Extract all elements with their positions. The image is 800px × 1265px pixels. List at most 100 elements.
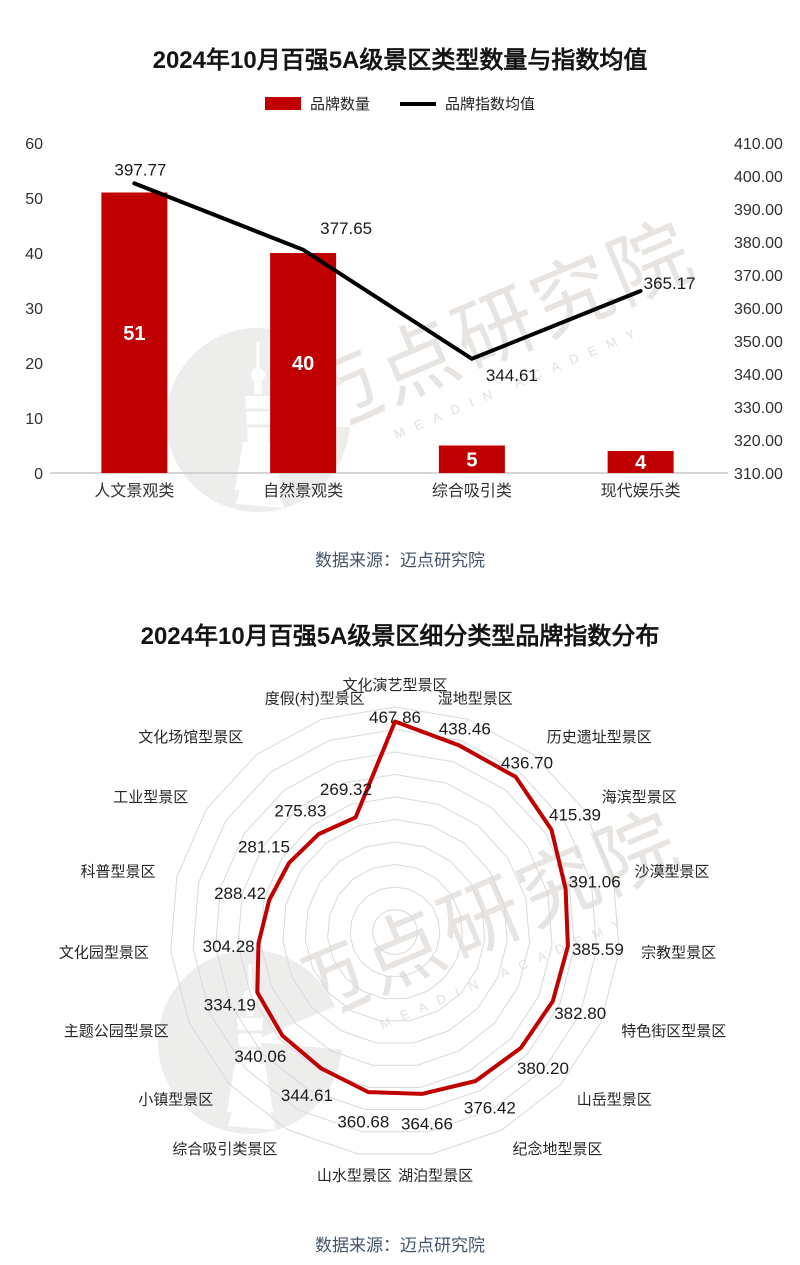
left-axis-tick-label: 10 (25, 411, 43, 428)
radar-value-label: 467.86 (369, 708, 421, 727)
left-axis-tick-label: 50 (25, 191, 43, 208)
radar-category-label: 沙漠型景区 (634, 863, 709, 880)
brand-index-line (132, 181, 643, 362)
brand-count-bar (101, 192, 168, 473)
left-axis-tick-label: 20 (25, 356, 43, 373)
right-axis-tick-label: 340.00 (734, 367, 783, 384)
chart2-source: 数据来源：迈点研究院 (315, 1236, 485, 1255)
right-axis-tick-label: 400.00 (734, 169, 783, 186)
meadin-logo-watermark-icon (158, 950, 342, 1134)
radar-value-label: 364.66 (401, 1114, 453, 1133)
legend-item-brand-count: 品牌数量 (264, 93, 370, 114)
logo-tower-antenna (256, 342, 260, 368)
line-point-label: 397.77 (114, 160, 166, 179)
radar-grid-ring (237, 773, 553, 1088)
line-point-label: 344.61 (486, 366, 538, 385)
legend-label-brand-index: 品牌指数均值 (445, 96, 536, 113)
radar-value-label: 288.42 (214, 884, 266, 903)
chart2-title: 2024年10月百强5A级景区细分类型品牌指数分布 (140, 623, 660, 650)
radar-value-label: 415.39 (549, 805, 601, 824)
radar-value-label: 344.61 (281, 1086, 333, 1105)
right-axis-tick-label: 390.00 (734, 202, 783, 219)
radar-category-label: 主题公园型景区 (64, 1023, 169, 1040)
chart1-legend: 品牌数量 品牌指数均值 (0, 93, 800, 114)
radar-category-label: 历史遗址型景区 (547, 729, 652, 746)
logo-tower-body (245, 396, 271, 442)
radar-category-label: 特色街区型景区 (621, 1023, 726, 1040)
brand-count-bar (270, 253, 337, 473)
radar-category-label: 湿地型景区 (438, 690, 513, 707)
logo-tower-body (237, 1018, 263, 1064)
radar-value-label: 304.28 (203, 937, 255, 956)
brand-count-bar (438, 445, 505, 473)
line-point-label: 377.65 (320, 219, 372, 238)
radar-grid-ring (372, 908, 418, 955)
radar-grid-ring (327, 863, 463, 1000)
bar-value-label: 40 (292, 353, 314, 375)
radar-value-label: 385.59 (572, 940, 624, 959)
logo-tower-base (235, 442, 281, 490)
radar-category-label: 山岳型景区 (577, 1091, 652, 1108)
logo-wedge (250, 1003, 342, 1050)
legend-item-brand-index: 品牌指数均值 (400, 93, 535, 114)
left-axis-tick-label: 60 (25, 136, 43, 153)
radar-value-label: 438.46 (439, 720, 491, 739)
radar-value-label: 382.80 (554, 1004, 606, 1023)
radar-category-label: 山水型景区 (317, 1168, 392, 1185)
left-axis-tick-label: 0 (34, 466, 43, 483)
radar-category-label: 文化场馆型景区 (138, 729, 243, 746)
radar-value-label: 380.20 (517, 1059, 569, 1078)
chart1-source: 数据来源：迈点研究院 (315, 551, 485, 570)
right-axis-tick-label: 410.00 (734, 136, 783, 153)
radar-value-label: 281.15 (238, 837, 290, 856)
radar-category-label: 小镇型景区 (138, 1091, 213, 1108)
radar-value-label: 360.68 (337, 1113, 389, 1132)
radar-category-label: 湖泊型景区 (398, 1168, 473, 1185)
chart1-title: 2024年10月百强5A级景区类型数量与指数均值 (152, 47, 648, 74)
right-axis-tick-label: 360.00 (734, 301, 783, 318)
right-axis-tick-label: 380.00 (734, 235, 783, 252)
radar-grid-ring (349, 886, 441, 977)
logo-tower-base (227, 1064, 273, 1112)
logo-tower-antenna (248, 964, 252, 990)
radar-grid-ring (259, 796, 531, 1066)
bar-series-swatch-icon (264, 97, 301, 110)
right-axis-tick-label: 310.00 (734, 466, 783, 483)
radar-category-label: 文化演艺型景区 (342, 677, 447, 694)
radar-category-label: 科普型景区 (81, 863, 156, 880)
radar-value-label: 436.70 (501, 753, 553, 772)
radar-category-label: 度假(村)型景区 (265, 690, 365, 707)
legend-label-brand-count: 品牌数量 (309, 96, 370, 113)
radar-grid-ring (282, 818, 508, 1044)
radar-category-label: 文化园型景区 (59, 944, 149, 961)
radar-category-label: 宗教型景区 (641, 943, 716, 961)
radar-category-label: 海滨型景区 (602, 789, 677, 806)
bar-value-label: 51 (123, 323, 145, 345)
bar-value-label: 4 (635, 452, 647, 474)
radar-grid-ring (192, 728, 598, 1133)
radar-value-label: 269.32 (320, 780, 372, 799)
radar-value-label: 275.83 (274, 801, 326, 820)
radar-series-line (255, 719, 570, 1096)
radar-value-label: 340.06 (234, 1047, 286, 1066)
left-axis-tick-label: 40 (25, 246, 43, 263)
radar-value-label: 391.06 (569, 872, 621, 891)
category-label: 人文景观类 (94, 482, 174, 500)
radar-category-label: 综合吸引类景区 (172, 1141, 277, 1158)
logo-tower-ball (243, 990, 257, 1004)
logo-tower-neck (246, 1004, 254, 1016)
right-axis-tick-label: 350.00 (734, 334, 783, 351)
category-label: 自然景观类 (263, 482, 343, 500)
radar-category-label: 纪念地型景区 (513, 1140, 603, 1158)
right-axis-tick-label: 330.00 (734, 400, 783, 417)
radar-grid-ring (170, 706, 620, 1155)
brand-count-bar (607, 451, 674, 473)
line-point-label: 365.17 (644, 274, 696, 293)
category-label: 综合吸引类 (432, 482, 512, 500)
logo-tower-neck (254, 382, 262, 394)
radar-grid-ring (215, 751, 575, 1110)
left-axis-tick-label: 30 (25, 301, 43, 318)
radar-grid-ring (304, 841, 486, 1022)
